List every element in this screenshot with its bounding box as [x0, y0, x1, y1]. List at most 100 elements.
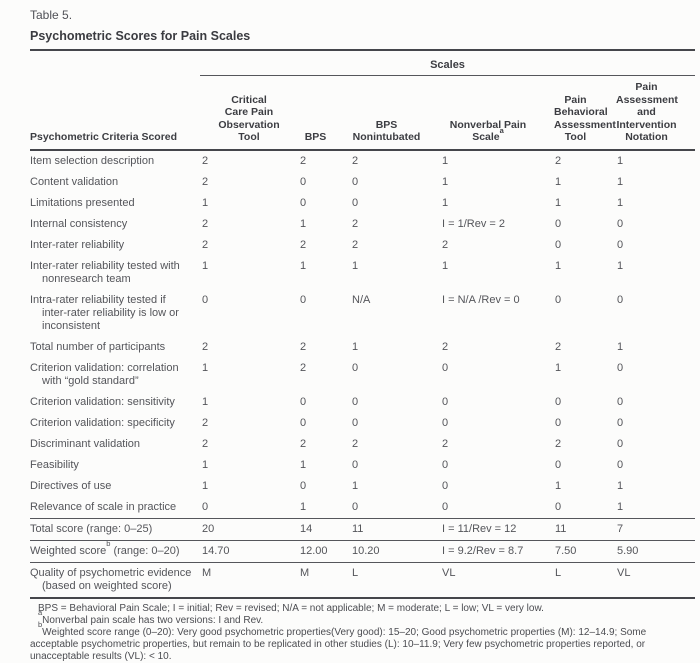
table-body: Item selection description 2 2 2 1 2 1 C… [30, 150, 695, 598]
table-row: Feasibility 1 1 0 0 0 0 [30, 455, 695, 476]
table-figure: Table 5. Psychometric Scores for Pain Sc… [30, 8, 695, 663]
column-header-pain-behavioral-assessment-tool: Pain Behavioral Assessment Tool [553, 75, 616, 151]
column-header-pain-assessment-intervention-notation: Pain Assessment and Intervention Notatio… [615, 75, 695, 151]
score-cell: 0 [617, 395, 624, 408]
score-cell: 0 [442, 500, 449, 513]
score-cell: 2 [555, 437, 562, 450]
score-cell: 0 [352, 500, 359, 513]
table-row: Inter-rater reliability 2 2 2 2 0 0 [30, 235, 695, 256]
score-cell: 2 [300, 437, 307, 450]
score-cell: 7 [615, 517, 695, 540]
score-cell: 11 [553, 517, 615, 540]
criteria-cell: Total number of participants [30, 340, 166, 353]
table-row: Total number of participants 2 2 1 2 2 1 [30, 337, 695, 358]
table-row: Inter-rater reliability tested with nonr… [30, 256, 695, 290]
criteria-cell: Discriminant validation [30, 437, 141, 450]
score-cell: 1 [617, 154, 624, 167]
table-row: Quality of psychometric evidence (based … [30, 561, 695, 598]
score-cell: 1 [442, 154, 449, 167]
column-header-row: Psychometric Criteria Scored Critical Ca… [30, 75, 695, 151]
score-cell: 1 [555, 196, 562, 209]
column-header-criteria: Psychometric Criteria Scored [30, 75, 200, 151]
score-cell: 2 [300, 154, 307, 167]
score-cell: 0 [300, 395, 307, 408]
score-cell: 0 [352, 196, 359, 209]
score-cell: 2 [202, 238, 209, 251]
criteria-cell: Directives of use [30, 479, 112, 492]
criteria-cell: Quality of psychometric evidence (based … [30, 561, 200, 598]
score-cell: 10.20 [350, 539, 440, 562]
column-header-bps: BPS [298, 75, 350, 151]
criteria-cell: Content validation [30, 175, 119, 188]
score-cell: M [200, 561, 298, 598]
score-cell: 11 [350, 517, 440, 540]
score-cell: 1 [300, 259, 307, 272]
table-row: Item selection description 2 2 2 1 2 1 [30, 150, 695, 172]
score-cell: 1 [202, 479, 209, 492]
score-cell: 0 [202, 500, 209, 513]
score-cell: 1 [202, 361, 209, 374]
score-cell: 1 [617, 500, 624, 513]
criteria-cell: Item selection description [30, 154, 155, 167]
score-cell: 0 [442, 361, 449, 374]
score-cell: 2 [442, 340, 449, 353]
score-cell: 20 [200, 517, 298, 540]
score-cell: 0 [442, 416, 449, 429]
score-cell: 12.00 [298, 539, 350, 562]
score-cell: 2 [442, 437, 449, 450]
score-cell: 1 [202, 196, 209, 209]
score-cell: 0 [352, 175, 359, 188]
score-cell: 0 [555, 458, 562, 471]
criteria-cell: Intra-rater reliability tested if inter-… [30, 293, 179, 332]
score-cell: 1 [202, 259, 209, 272]
table-row: Criterion validation: sensitivity 1 0 0 … [30, 392, 695, 413]
criteria-cell: Criterion validation: specificity [30, 416, 175, 429]
score-cell: 1 [555, 479, 562, 492]
criteria-cell: Total score (range: 0–25) [30, 517, 200, 540]
table-row: Criterion validation: specificity 2 0 0 … [30, 413, 695, 434]
score-cell: 5.90 [615, 539, 695, 562]
score-cell: 1 [442, 259, 449, 272]
score-cell: 1 [352, 340, 359, 353]
column-header-bps-nonintubated: BPS Nonintubated [350, 75, 440, 151]
score-cell: 0 [555, 416, 562, 429]
table-row: Criterion validation: correlation with “… [30, 358, 695, 392]
score-cell: 1 [202, 395, 209, 408]
score-cell: 0 [352, 361, 359, 374]
score-cell: L [553, 561, 615, 598]
score-cell: 1 [555, 175, 562, 188]
footnotes: BPS = Behavioral Pain Scale; I = initial… [30, 599, 690, 663]
criteria-cell: Internal consistency [30, 217, 128, 230]
score-cell: 2 [300, 238, 307, 251]
score-cell: I = 9.2/Rev = 8.7 [440, 539, 553, 562]
table-row: Weighted scoreb (range: 0–20) 14.70 12.0… [30, 539, 695, 562]
column-header-nonverbal-pain-scale: Nonverbal Pain Scalea [440, 75, 553, 151]
score-cell: 0 [617, 217, 624, 230]
score-cell: N/A [352, 293, 371, 306]
score-cell: 1 [352, 259, 359, 272]
score-cell: 1 [617, 340, 624, 353]
table-row: Limitations presented 1 0 0 1 1 1 [30, 193, 695, 214]
score-cell: 0 [617, 416, 624, 429]
score-cell: 0 [300, 293, 307, 306]
score-cell: 0 [442, 395, 449, 408]
score-cell: 1 [617, 175, 624, 188]
criteria-cell: Inter-rater reliability [30, 238, 125, 251]
score-cell: 2 [202, 340, 209, 353]
criteria-cell: Feasibility [30, 458, 79, 471]
criteria-cell: Limitations presented [30, 196, 135, 209]
score-cell: 0 [352, 458, 359, 471]
score-cell: 2 [352, 217, 359, 230]
score-cell: 2 [555, 340, 562, 353]
score-cell: 1 [442, 175, 449, 188]
table-row: Directives of use 1 0 1 0 1 1 [30, 476, 695, 497]
psychometric-scores-table: Scales Psychometric Criteria Scored Crit… [30, 51, 695, 599]
score-cell: 0 [617, 293, 624, 306]
score-cell: VL [615, 561, 695, 598]
score-cell: 1 [555, 259, 562, 272]
score-cell: 1 [617, 196, 624, 209]
score-cell: 0 [442, 479, 449, 492]
score-cell: 2 [442, 238, 449, 251]
score-cell: 0 [555, 217, 562, 230]
